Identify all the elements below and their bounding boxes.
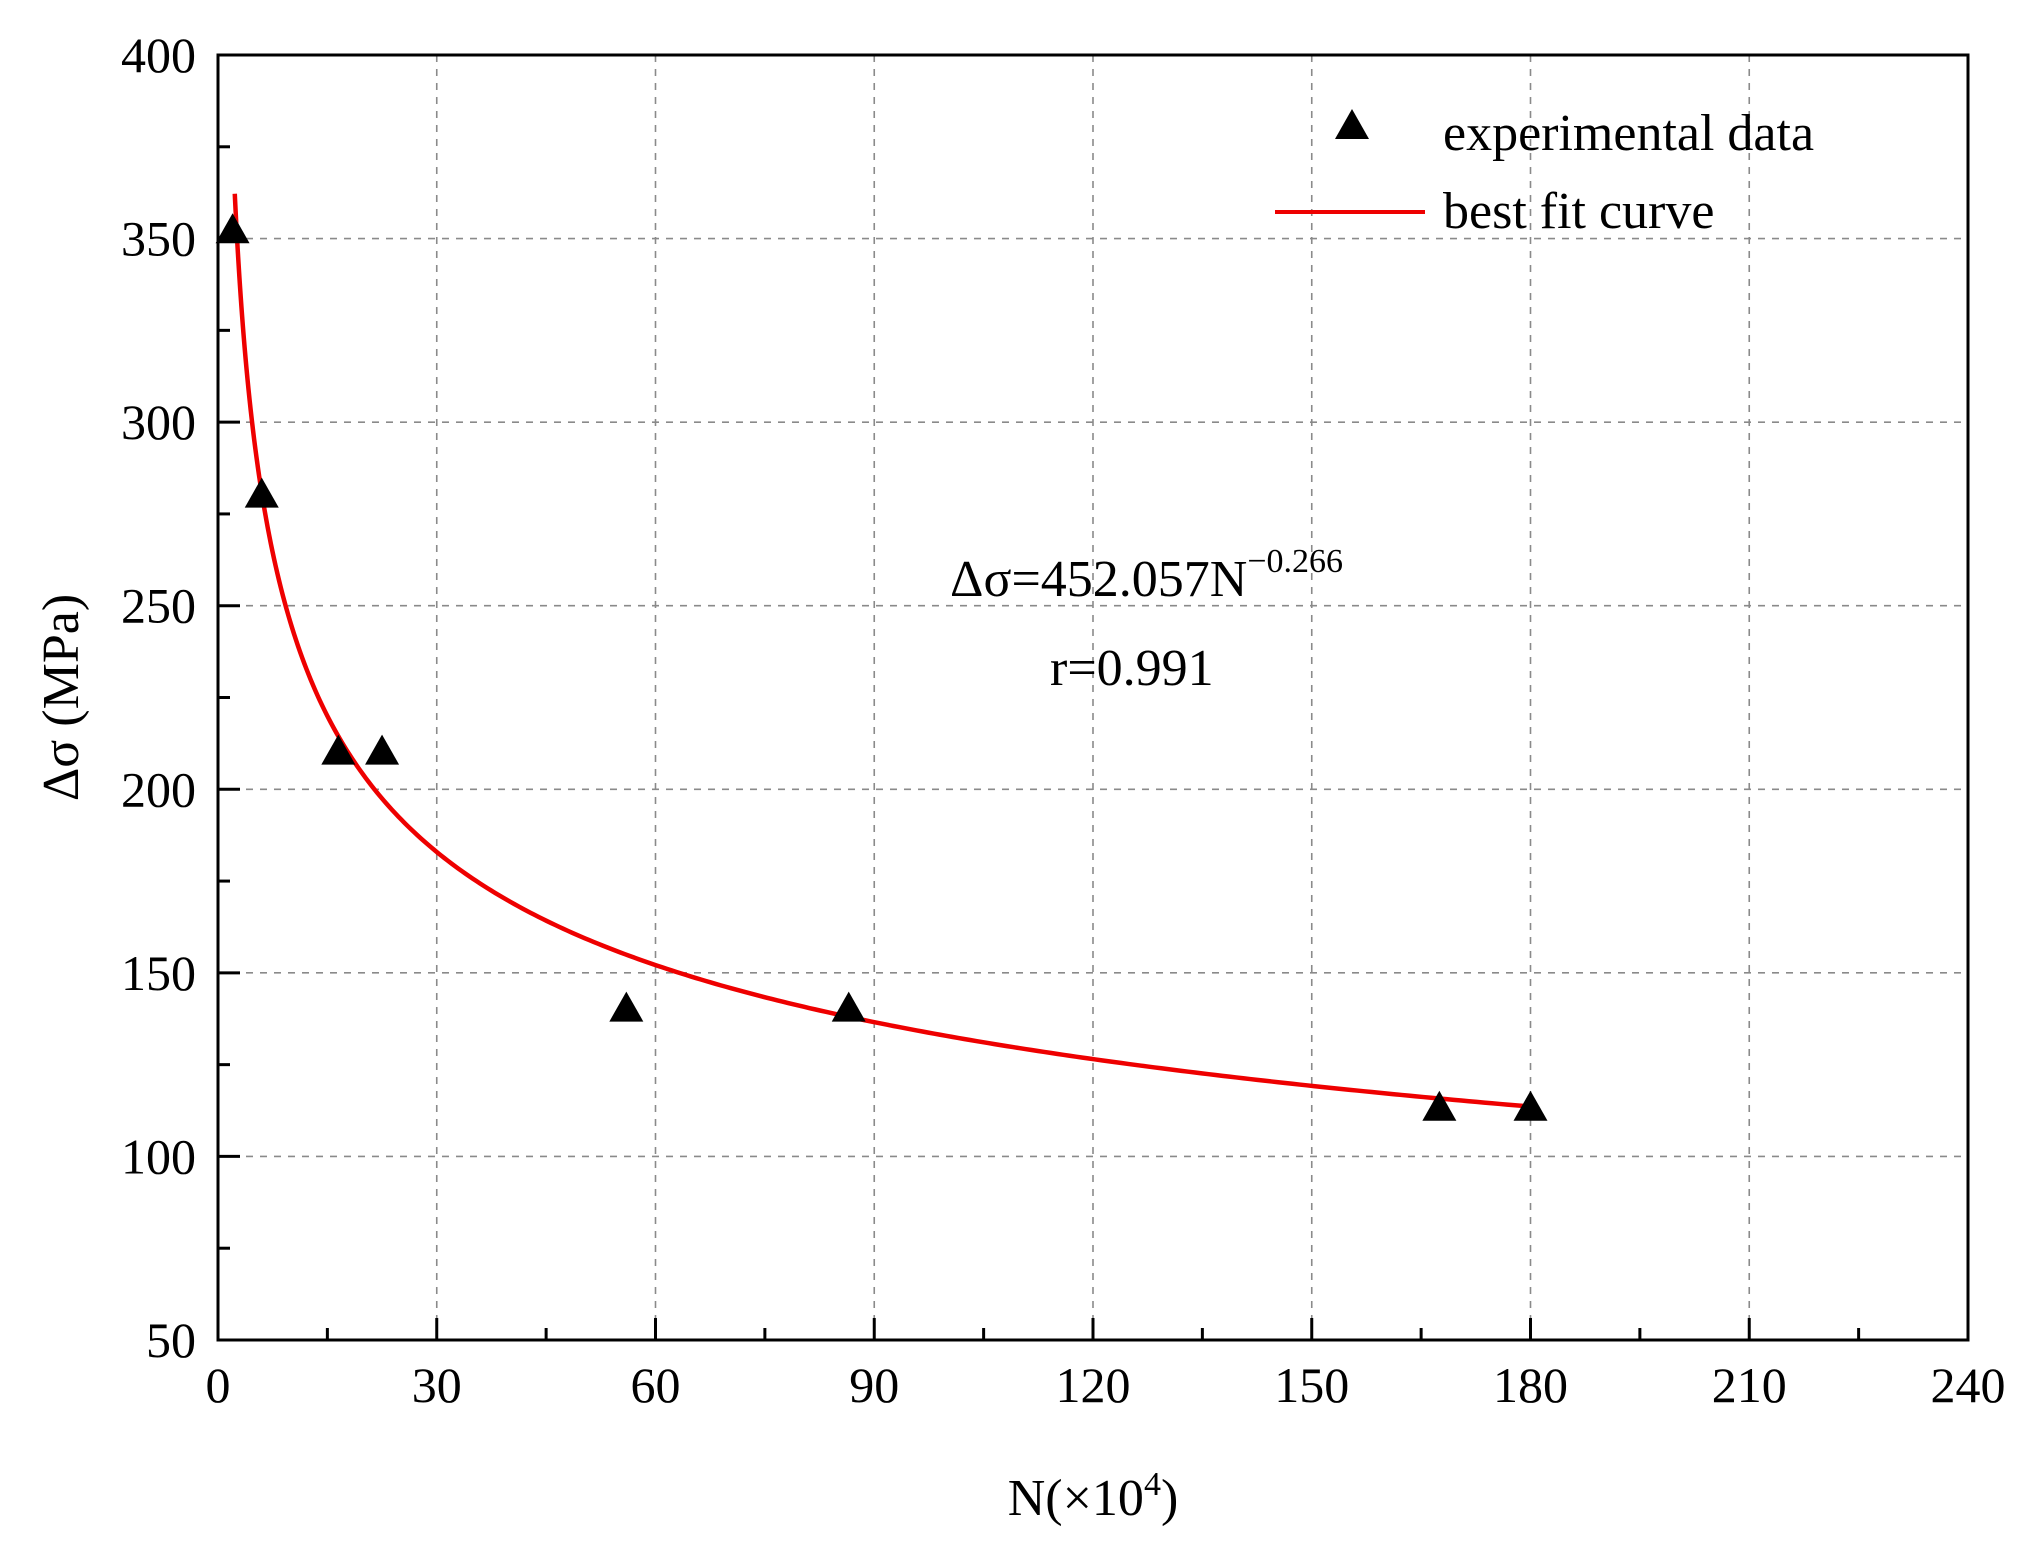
x-axis-label: N(×104) <box>1008 1466 1179 1527</box>
legend-label-experimental: experimental data <box>1443 105 1814 162</box>
data-point-triangle <box>1422 1090 1457 1121</box>
data-point-triangle <box>215 213 250 244</box>
data-point-triangle <box>321 734 356 765</box>
grid-lines <box>218 55 1968 1340</box>
scatter-series <box>215 213 1548 1121</box>
fit-curve-line <box>232 193 1531 1109</box>
correlation-coefficient: r=0.991 <box>1050 640 1214 697</box>
equation-annotation: Δσ=452.057N−0.266 r=0.991 <box>950 543 1343 697</box>
x-tick-label: 30 <box>412 1357 462 1413</box>
y-axis-label: Δσ (MPa) <box>33 594 90 801</box>
x-tick-label: 120 <box>1056 1357 1131 1413</box>
data-point-triangle <box>831 991 866 1022</box>
fit-series <box>232 193 1531 1109</box>
x-tick-label: 210 <box>1712 1357 1787 1413</box>
legend-label-fit: best fit curve <box>1443 183 1714 240</box>
y-tick-label: 300 <box>121 394 196 450</box>
y-tick-label: 150 <box>121 945 196 1001</box>
fit-equation-exponent: −0.266 <box>1247 543 1343 580</box>
x-tick-label: 240 <box>1931 1357 2006 1413</box>
data-point-triangle <box>365 734 400 765</box>
fit-equation: Δσ=452.057N−0.266 <box>950 543 1343 608</box>
x-tick-labels: 0 30 60 90 120 150 180 210 240 <box>206 1357 2006 1413</box>
y-tick-label: 400 <box>121 27 196 83</box>
x-axis-label-superscript: 4 <box>1144 1466 1161 1503</box>
y-tick-label: 250 <box>121 578 196 634</box>
y-tick-labels: 50 100 150 200 250 300 350 400 <box>121 27 196 1368</box>
x-tick-label: 90 <box>849 1357 899 1413</box>
axis-ticks <box>216 53 1970 1342</box>
y-tick-label: 50 <box>146 1312 196 1368</box>
data-point-triangle <box>609 991 644 1022</box>
y-tick-label: 200 <box>121 761 196 817</box>
legend-triangle-marker-icon <box>1335 109 1369 139</box>
x-tick-label: 0 <box>206 1357 231 1413</box>
legend: experimental data best fit curve <box>1275 105 1814 240</box>
y-tick-label: 350 <box>121 211 196 267</box>
x-tick-label: 150 <box>1274 1357 1349 1413</box>
x-tick-label: 60 <box>631 1357 681 1413</box>
y-tick-label: 100 <box>121 1128 196 1184</box>
data-point-triangle <box>244 477 279 508</box>
x-tick-label: 180 <box>1493 1357 1568 1413</box>
data-point-triangle <box>1513 1090 1548 1121</box>
